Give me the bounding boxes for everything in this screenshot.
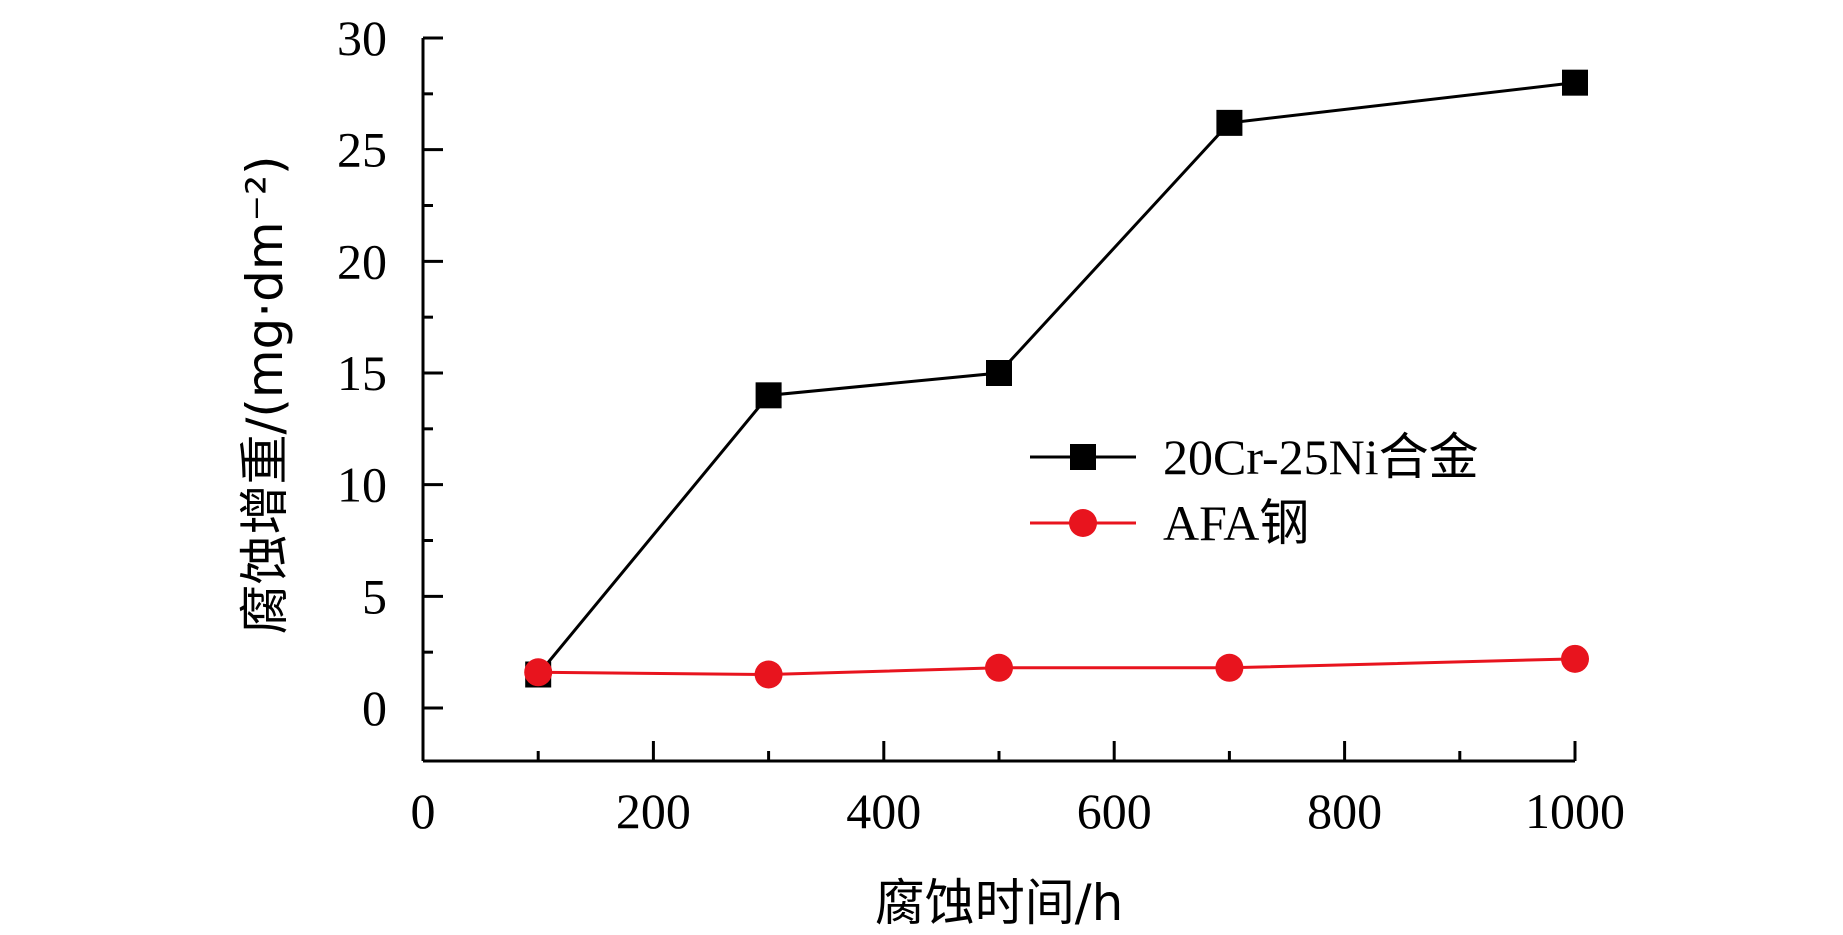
y-tick-label: 0: [362, 680, 387, 736]
x-tick-label: 400: [846, 783, 921, 839]
series-layer: [524, 69, 1589, 689]
x-ticks: 0 200 400 600 800 1000: [411, 741, 1625, 839]
y-tick-label: 5: [362, 568, 387, 624]
series-line-0: [537, 81, 1576, 676]
legend-marker-square: [1070, 444, 1096, 470]
data-point-circle: [1561, 644, 1589, 673]
x-tick-label: 0: [411, 783, 436, 839]
legend-marker-circle: [1069, 509, 1097, 537]
legend-label-series-0: 20Cr-25Ni合金: [1163, 429, 1479, 485]
data-point-square: [1562, 69, 1588, 96]
x-tick-label: 200: [616, 783, 691, 839]
data-point-circle: [985, 653, 1013, 682]
y-tick-label: 25: [337, 122, 387, 178]
legend-label-series-1: AFA钢: [1163, 495, 1309, 551]
axes: [421, 38, 1575, 763]
legend: 20Cr-25Ni合金 AFA钢: [1030, 429, 1479, 551]
x-axis-title: 腐蚀时间/h: [875, 874, 1124, 932]
y-tick-label: 20: [337, 233, 387, 289]
series-line-1: [538, 657, 1576, 677]
x-tick-label: 1000: [1525, 783, 1625, 839]
y-tick-label: 30: [337, 10, 387, 66]
x-tick-label: 800: [1307, 783, 1382, 839]
data-point-circle: [1215, 653, 1244, 682]
y-axis-title: 腐蚀增重/(mg·dm⁻²): [236, 155, 294, 634]
y-ticks: 0 5 10 15 20 25 30: [337, 10, 443, 736]
data-point-circle: [754, 660, 783, 689]
data-point-square: [986, 360, 1012, 386]
data-point-square: [1216, 109, 1243, 136]
y-tick-label: 10: [337, 457, 387, 513]
x-tick-label: 600: [1077, 783, 1152, 839]
data-point-circle: [524, 658, 553, 687]
data-point-square: [755, 382, 782, 409]
y-tick-label: 15: [337, 345, 387, 401]
